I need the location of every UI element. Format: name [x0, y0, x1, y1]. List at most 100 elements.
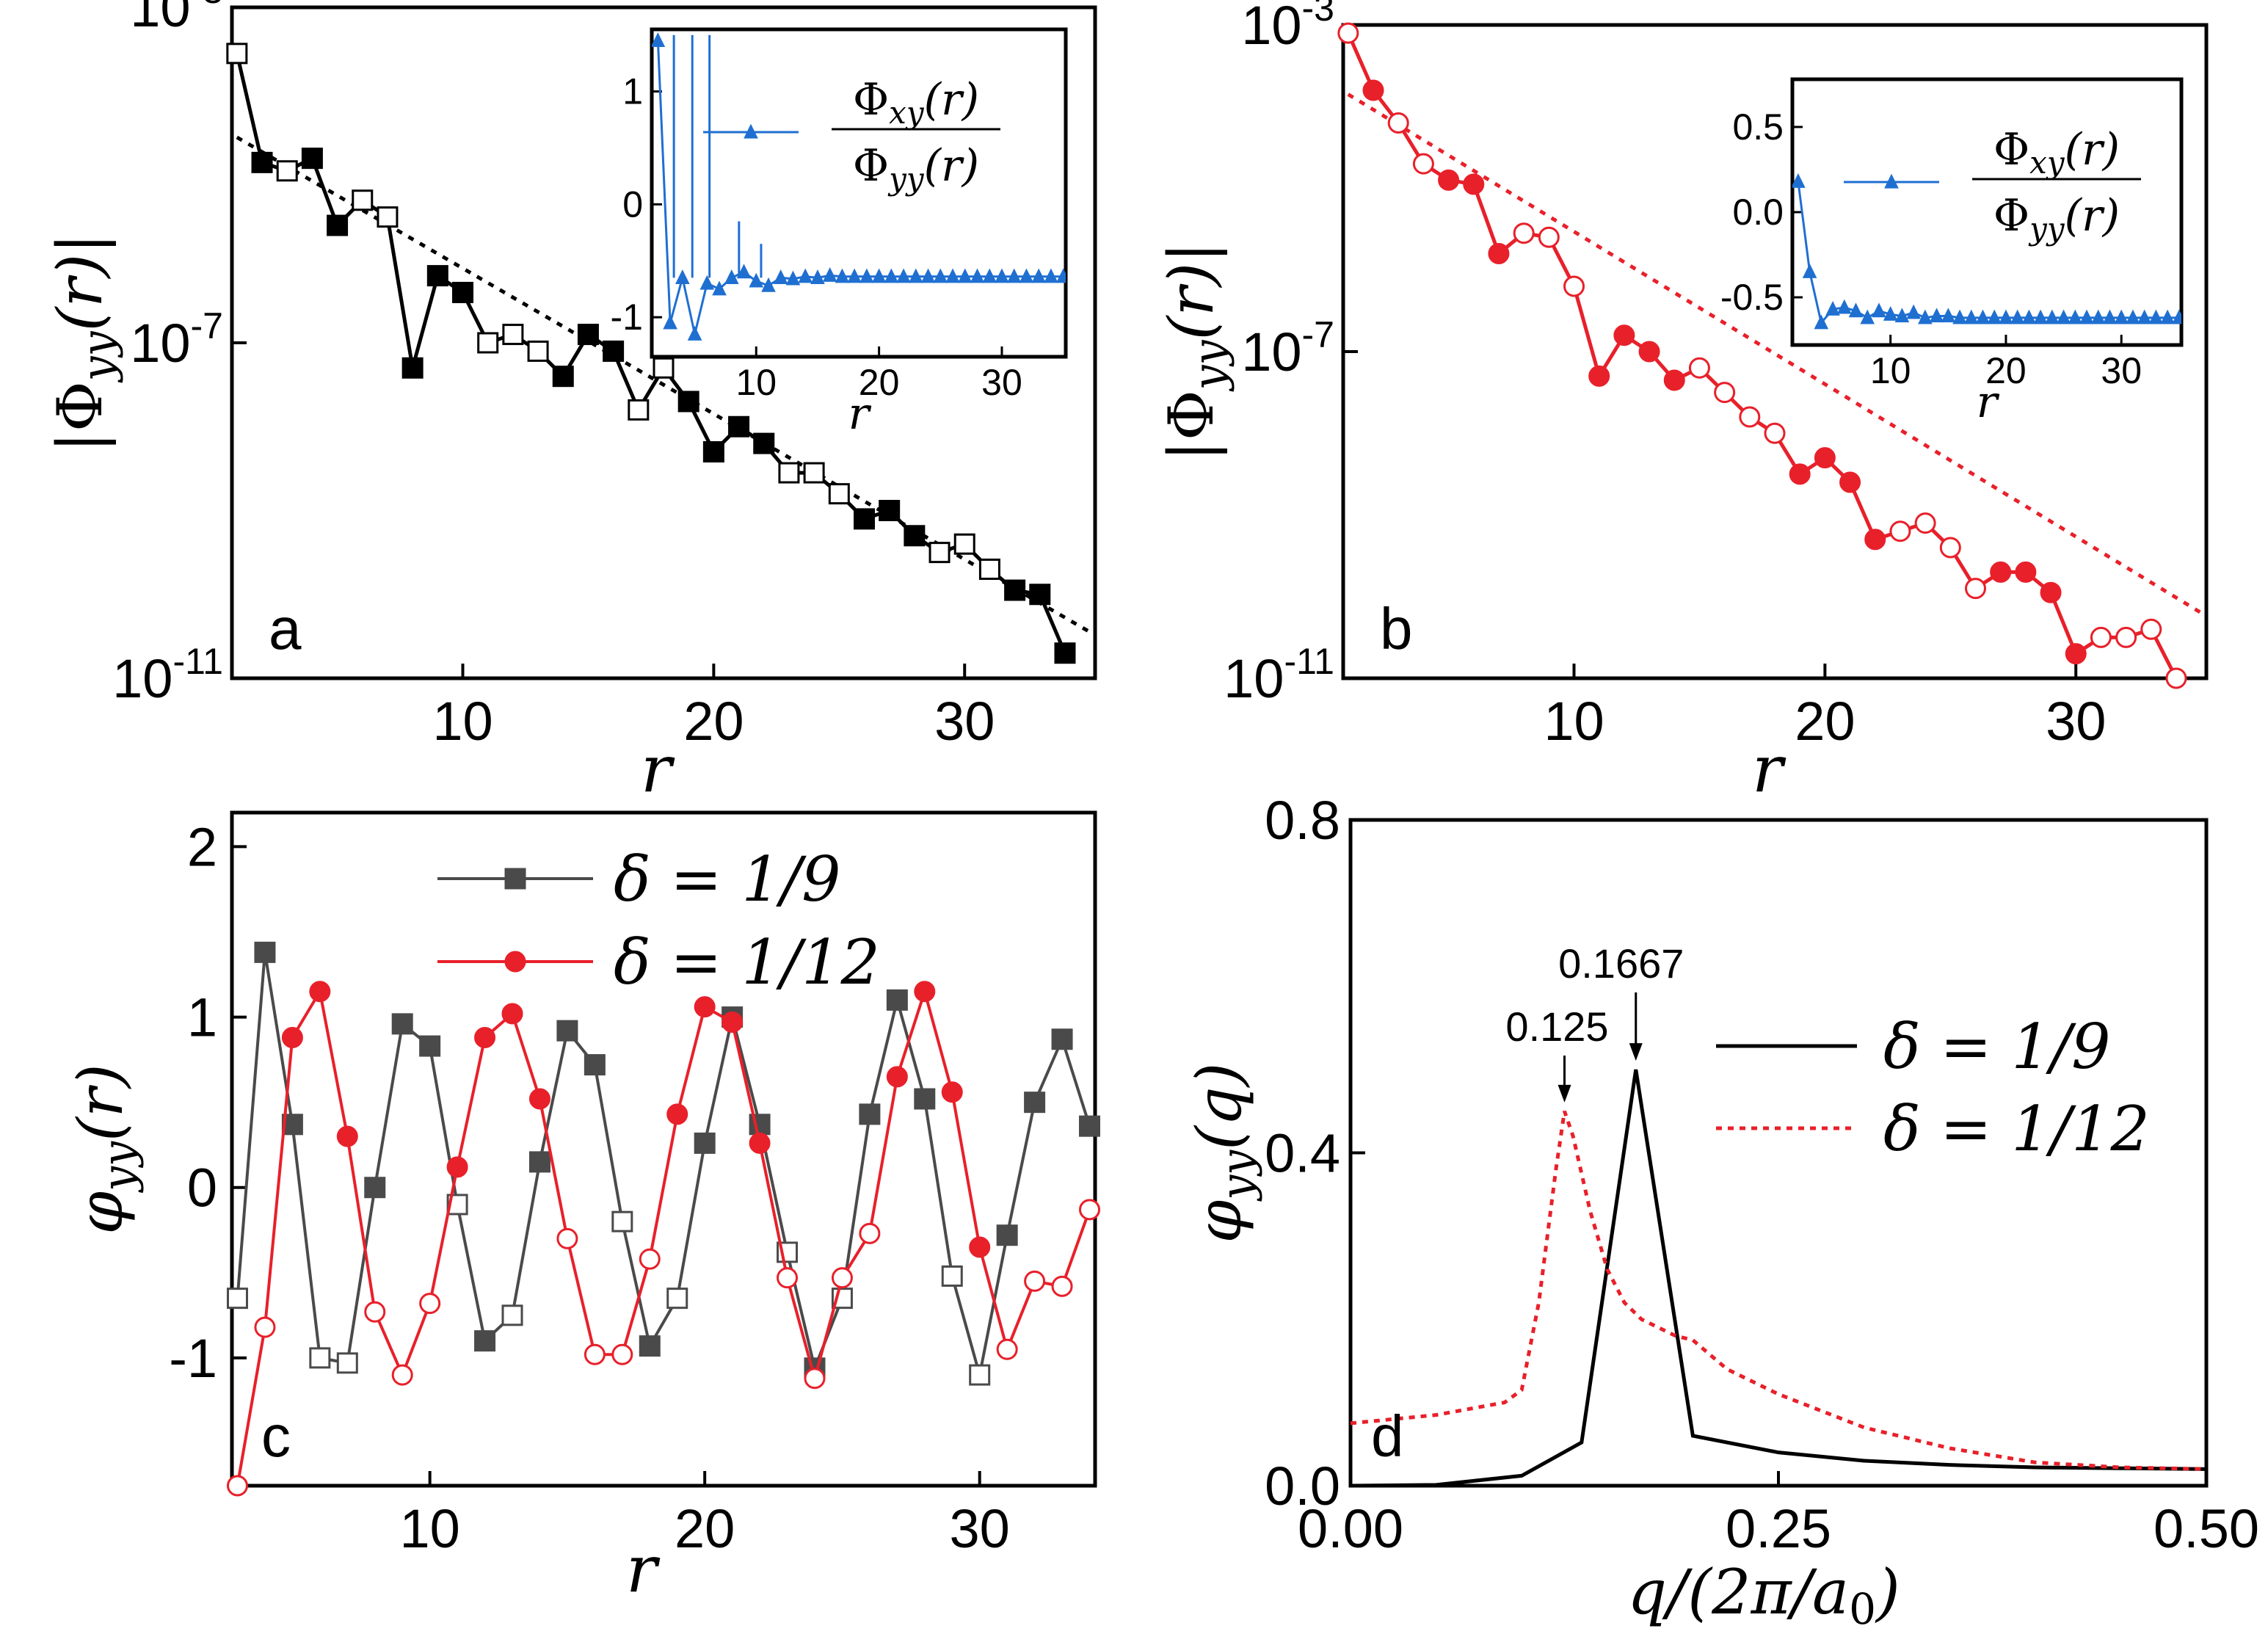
a-inset-legend-numerator: Φxy(r)	[853, 74, 979, 131]
d-legend-label-1: δ = 1/12	[1883, 1093, 2150, 1165]
b-inset-point	[2126, 309, 2140, 324]
a-inset-point	[982, 268, 997, 283]
a-point	[953, 533, 975, 555]
a-inset-legend-denominator: Φyy(r)	[853, 140, 979, 197]
a-point	[426, 265, 448, 287]
c-point-1	[804, 1368, 826, 1390]
b-point	[1964, 578, 1986, 600]
b-point	[1412, 153, 1434, 175]
b-inset-point	[1929, 308, 1944, 323]
c-point-1	[914, 981, 936, 1003]
b-point	[1663, 369, 1685, 391]
d-ylabel: φyy(q)	[1183, 1063, 1263, 1243]
d-xtick-label: 0.50	[2153, 1498, 2259, 1559]
a-point	[502, 324, 524, 346]
b-point	[1990, 561, 2012, 583]
c-point-0	[501, 1304, 523, 1326]
c-point-0	[364, 1177, 386, 1199]
c-point-0	[419, 1035, 441, 1057]
c-point-1	[749, 1132, 771, 1154]
b-xtick-label: 30	[2046, 691, 2106, 752]
b-series-line	[1346, 32, 2178, 680]
b-point	[1939, 537, 1961, 559]
d-xtick-label: 0.25	[1726, 1498, 1831, 1559]
b-point	[1513, 222, 1535, 244]
a-inset-point	[736, 264, 752, 279]
c-ylabel: φyy(r)	[65, 1064, 145, 1234]
c-point-1	[281, 1026, 303, 1048]
c-point-0	[941, 1265, 963, 1287]
c-point-1	[528, 1088, 550, 1110]
a-point	[327, 214, 349, 236]
a-point	[803, 462, 825, 484]
b-inset-legend-denominator: Φyy(r)	[1993, 190, 2120, 247]
a-inset-point	[920, 268, 936, 283]
a-point	[552, 366, 574, 388]
b-xtick-label: 20	[1795, 691, 1855, 752]
c-point-0	[226, 1288, 248, 1310]
b-inset-point	[1814, 314, 1829, 330]
b-inset-point	[1999, 309, 2013, 324]
b-inset-legend-numerator: Φxy(r)	[1993, 124, 2120, 181]
a-inset-point	[859, 268, 874, 283]
c-point-0	[556, 1020, 578, 1042]
c-point-0	[859, 1103, 881, 1125]
c-point-0	[1079, 1115, 1101, 1137]
c-point-0	[666, 1288, 688, 1310]
a-point	[401, 357, 424, 379]
a-inset-point	[773, 269, 788, 284]
c-point-1	[309, 981, 331, 1003]
b-inset-point	[2172, 309, 2181, 324]
c-point-1	[777, 1267, 799, 1289]
b-inset-point	[1883, 306, 1898, 321]
a-point	[853, 508, 875, 530]
c-xtick-label: 30	[950, 1498, 1010, 1559]
b-inset-point	[1894, 308, 1910, 323]
a-point	[603, 340, 625, 362]
c-point-0	[336, 1352, 358, 1374]
a-inset-xlabel: r	[848, 388, 872, 440]
b-inset-point	[2033, 309, 2048, 324]
a-point	[301, 148, 323, 170]
b-inset-xlabel: r	[1977, 377, 2000, 428]
b-point	[1488, 243, 1510, 264]
b-point	[1839, 471, 1861, 493]
b-ytick-label: 10-7	[1241, 314, 1334, 382]
c-point-0	[914, 1088, 936, 1110]
a-point	[879, 500, 901, 521]
b-inset-point	[1906, 304, 1921, 319]
d-series-line-0	[1350, 1069, 2207, 1488]
c-point-0	[611, 1210, 633, 1232]
b-inset-point	[2137, 309, 2152, 324]
b-inset-ytick-label: -0.5	[1720, 277, 1784, 318]
b-inset-xtick-label: 20	[1985, 350, 2027, 391]
b-inset-point	[1848, 302, 1864, 318]
a-series-line	[235, 53, 1067, 654]
a-inset-data	[652, 32, 1066, 341]
c-point-1	[1051, 1275, 1073, 1297]
b-inset-point	[2148, 309, 2164, 324]
a-xtick-label: 30	[934, 691, 995, 752]
d-annotation-arrowhead-1	[1558, 1084, 1571, 1103]
c-point-0	[391, 1013, 413, 1035]
d-legend-label-0: δ = 1/9	[1883, 1011, 2111, 1083]
c-point-0	[969, 1364, 991, 1386]
b-ytick-label: 10-3	[1241, 0, 1334, 56]
a-inset-point	[896, 268, 911, 283]
c-point-1	[639, 1248, 661, 1270]
c-point-1	[254, 1316, 276, 1338]
a-point	[352, 189, 374, 211]
b-point	[1714, 382, 1736, 404]
b-ylabel: |Φyy(r)|	[1155, 242, 1235, 462]
a-inset-point	[970, 268, 985, 283]
b-point	[2140, 618, 2162, 640]
b-ytick-label: 10-11	[1224, 641, 1334, 709]
b-point	[2090, 626, 2112, 648]
b-inset-data	[1792, 173, 2181, 330]
c-point-1	[996, 1338, 1018, 1360]
c-point-0	[528, 1151, 550, 1173]
a-point	[677, 391, 699, 413]
c-point-0	[996, 1224, 1018, 1246]
a-point	[778, 462, 800, 484]
c-point-1	[831, 1267, 853, 1289]
